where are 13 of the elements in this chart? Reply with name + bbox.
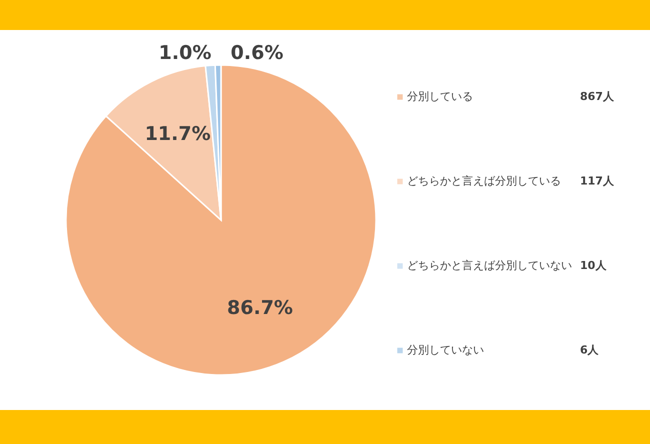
pie-slice	[65, 64, 377, 376]
text: 6人	[580, 344, 600, 356]
text: 867人	[580, 90, 615, 103]
data-label: 11.7%	[144, 123, 211, 146]
text: 117人	[580, 174, 615, 188]
legend-label: 分別している	[407, 90, 473, 103]
data-label: 1.0%	[158, 42, 212, 64]
data-label: 86.7%	[227, 296, 293, 319]
legend-label: どちらかと言えば分別している	[407, 174, 561, 188]
text: 10人	[580, 259, 608, 272]
legend-label: どちらかと言えば分別していない	[407, 259, 572, 272]
data-label: 0.6%	[230, 42, 284, 64]
legend-label: 分別していない	[407, 344, 484, 356]
